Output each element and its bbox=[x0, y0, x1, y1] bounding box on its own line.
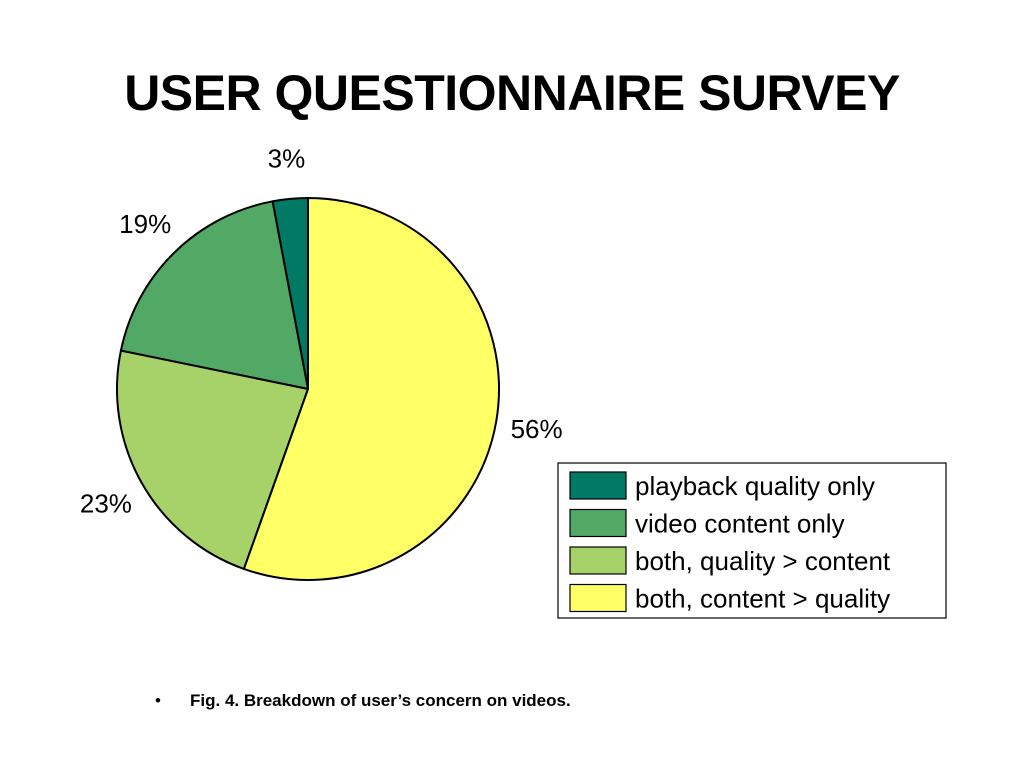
pie-slice-video-content-only bbox=[119, 200, 309, 390]
legend-swatch bbox=[569, 471, 627, 500]
legend-label: video content only bbox=[635, 509, 845, 539]
bullet-marker: • bbox=[155, 691, 161, 710]
legend: playback quality only video content only b… bbox=[557, 462, 947, 619]
slide-title: USER QUESTIONNAIRE SURVEY bbox=[124, 65, 900, 121]
legend-label: both, content > quality bbox=[635, 584, 890, 614]
legend-label: playback quality only bbox=[635, 471, 875, 501]
pie-value-label: 23% bbox=[80, 488, 132, 518]
legend-swatch bbox=[569, 546, 627, 575]
legend-label: both, quality > content bbox=[635, 546, 891, 576]
pie-value-labels: 3% 19% 23% 56% bbox=[80, 143, 563, 518]
pie-slice-both-quality-content bbox=[116, 349, 309, 570]
legend-swatch bbox=[569, 508, 627, 538]
pie-value-label: 19% bbox=[119, 209, 171, 239]
pie-value-label: 3% bbox=[268, 143, 306, 173]
pie-value-label: 56% bbox=[511, 414, 563, 444]
legend-items: playback quality only video content only b… bbox=[569, 471, 891, 614]
figure-caption: Fig. 4. Breakdown of user’s concern on v… bbox=[190, 691, 571, 710]
pie-slices bbox=[116, 197, 500, 581]
legend-swatch bbox=[569, 583, 627, 613]
pie-slice-both-content-quality bbox=[242, 197, 500, 581]
pie-chart: 3% 19% 23% 56% playback quality only video c… bbox=[80, 143, 947, 619]
